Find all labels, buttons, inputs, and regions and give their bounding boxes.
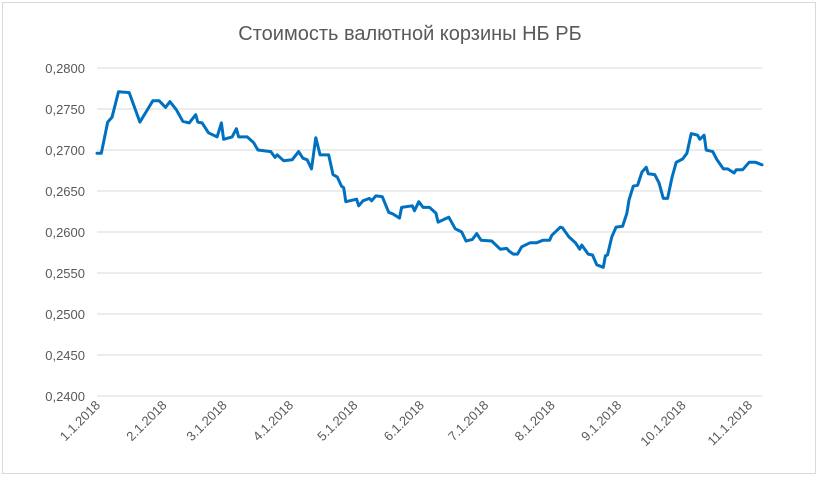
y-tick-label: 0,2800 xyxy=(45,61,85,76)
x-tick-label: 9.1.2018 xyxy=(578,398,624,444)
series-line xyxy=(95,90,764,269)
y-tick-label: 0,2750 xyxy=(45,102,85,117)
x-tick-label: 1.1.2018 xyxy=(57,398,103,444)
chart-title: Стоимость валютной корзины НБ РБ xyxy=(238,23,581,45)
y-tick-label: 0,2400 xyxy=(45,389,85,404)
y-tick-label: 0,2700 xyxy=(45,143,85,158)
y-tick-label: 0,2550 xyxy=(45,266,85,281)
x-tick-label: 11.1.2018 xyxy=(704,398,755,449)
x-tick-label: 4.1.2018 xyxy=(250,398,296,444)
x-tick-label: 2.1.2018 xyxy=(123,398,169,444)
y-tick-label: 0,2650 xyxy=(45,184,85,199)
y-tick-label: 0,2600 xyxy=(45,225,85,240)
y-tick-label: 0,2450 xyxy=(45,348,85,363)
x-tick-label: 3.1.2018 xyxy=(183,398,229,444)
y-tick-label: 0,2500 xyxy=(45,307,85,322)
x-tick-label: 7.1.2018 xyxy=(445,398,491,444)
x-tick-label: 6.1.2018 xyxy=(381,398,427,444)
x-tick-label: 5.1.2018 xyxy=(314,398,360,444)
x-tick-label: 10.1.2018 xyxy=(637,398,689,450)
x-tick-label: 8.1.2018 xyxy=(512,398,558,444)
